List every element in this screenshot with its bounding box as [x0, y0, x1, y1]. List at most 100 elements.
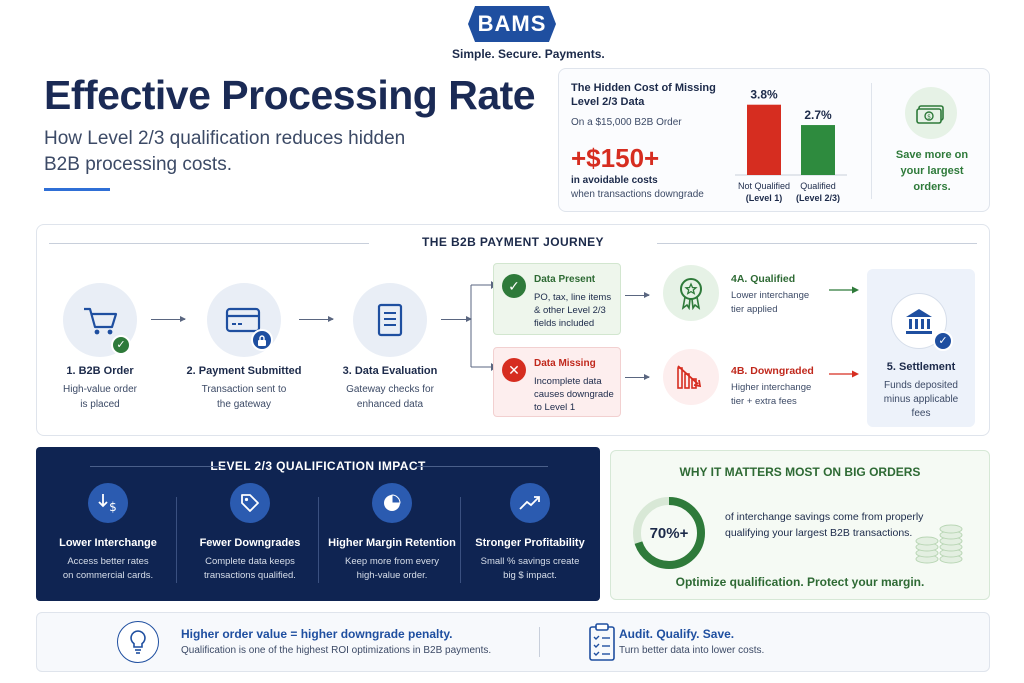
hidden-cost-title: The Hidden Cost of Missing Level 2/3 Dat… [571, 82, 716, 108]
big-orders-title: WHY IT MATTERS MOST ON BIG ORDERS [679, 465, 921, 479]
flow-arrow [441, 316, 472, 322]
card-divider [871, 83, 872, 199]
page-subtitle: How Level 2/3 qualification reduces hidd… [44, 128, 406, 175]
title-rule-right [657, 243, 977, 244]
impact-item: Higher Margin Retention Keep more from e… [322, 483, 462, 583]
title-rule-left [49, 243, 369, 244]
coins-icon [915, 524, 963, 564]
award-icon [663, 265, 719, 321]
save-more-text: Save more on your largest orders. [895, 149, 969, 193]
data-present-desc: & other Level 2/3 [534, 305, 606, 316]
bar-qualified [801, 125, 835, 175]
trend-icon [510, 483, 550, 523]
impact-item-desc: big $ impact. [503, 570, 557, 581]
title-underline [44, 188, 110, 191]
impact-item-desc: Small % savings create [480, 556, 580, 567]
bar-category-label: Not Qualified [738, 181, 790, 191]
impact-item-desc: on commercial cards. [62, 570, 154, 581]
branch-connector [470, 281, 497, 371]
x-icon: ✕ [502, 358, 526, 382]
settlement-title: 5. Settlement [886, 361, 956, 373]
downgraded-label: 4B. Downgraded [731, 365, 814, 377]
impact-item-desc: Complete data keeps [205, 556, 295, 567]
brand-tagline: Simple. Secure. Payments. [452, 47, 605, 61]
step-3-desc: enhanced data [356, 399, 424, 410]
big-orders-footer: Optimize qualification. Protect your mar… [675, 575, 925, 589]
step-1-desc: High-value order [63, 384, 137, 395]
qualification-impact-panel: LEVEL 2/3 QUALIFICATION IMPACT $ Lower I… [36, 447, 600, 601]
bar-category-label: (Level 1) [746, 193, 783, 203]
hidden-cost-card: The Hidden Cost of Missing Level 2/3 Dat… [558, 68, 990, 212]
step-1-title: 1. B2B Order [66, 365, 134, 377]
bar-category-label: Qualified [800, 181, 836, 191]
bar-not-qualified [747, 104, 781, 175]
downgraded-desc: Higher interchange [731, 382, 812, 393]
title-rule-left [90, 466, 222, 467]
step-1-desc: is placed [80, 399, 120, 410]
bar-category-label: (Level 2/3) [796, 193, 840, 203]
impact-divider [460, 497, 461, 583]
impact-item-title: Fewer Downgrades [199, 537, 301, 549]
money-icon: $ [905, 87, 957, 139]
step-2-title: 2. Payment Submitted [186, 365, 302, 377]
savings-ring: 70%+ [633, 497, 705, 569]
logo-badge: BAMS [468, 6, 556, 42]
settlement-desc: minus applicable [883, 394, 959, 405]
dollar-down-icon: $ [88, 483, 128, 523]
flow-arrow-red [829, 370, 859, 378]
impact-item: $ Lower Interchange Access better rates … [38, 483, 178, 583]
data-present-desc: fields included [534, 318, 595, 329]
settlement-desc: Funds deposited [884, 380, 958, 391]
pie-icon [372, 483, 412, 523]
qualified-desc: tier applied [731, 304, 778, 315]
journey-title: THE B2B PAYMENT JOURNEY [422, 235, 604, 249]
impact-title: LEVEL 2/3 QUALIFICATION IMPACT [210, 459, 426, 473]
data-present-box: ✓ Data Present PO, tax, line items & oth… [493, 263, 621, 335]
footer-left-desc: Qualification is one of the highest ROI … [181, 645, 492, 656]
data-missing-box: ✕ Data Missing Incomplete data causes do… [493, 347, 621, 417]
svg-text:$: $ [109, 500, 117, 514]
order-amount-label: On a $15,000 B2B Order [571, 117, 682, 128]
footer-divider [539, 627, 540, 657]
savings-percent: 70%+ [650, 525, 689, 542]
bar-value-label: 2.7% [804, 108, 832, 122]
svg-text:$: $ [927, 114, 931, 121]
step-2-desc: Transaction sent to [201, 384, 287, 395]
impact-item: Stronger Profitability Small % savings c… [460, 483, 600, 583]
downtrend-icon [663, 349, 719, 405]
data-present-label: Data Present [534, 274, 596, 285]
impact-item-title: Stronger Profitability [475, 537, 585, 549]
data-missing-desc: to Level 1 [534, 402, 576, 413]
page-title: Effective Processing Rate [44, 72, 536, 118]
avoidable-cost-value: +$150+ [571, 143, 660, 173]
step-3-title: 3. Data Evaluation [342, 365, 438, 377]
footer-right-title: Audit. Qualify. Save. [619, 627, 735, 641]
logo-text: BAMS [477, 11, 547, 36]
flow-arrow [299, 316, 334, 322]
check-badge-icon: ✓ [933, 331, 953, 351]
downgrade-desc: when transactions downgrade [571, 189, 704, 200]
qualified-desc: Lower interchange [731, 290, 810, 301]
brand-logo: BAMS Simple. Secure. Payments. [452, 6, 605, 61]
data-missing-label: Data Missing [534, 358, 596, 369]
impact-item-title: Higher Margin Retention [328, 537, 456, 549]
flow-arrow [625, 374, 650, 380]
flow-arrow-green [829, 286, 859, 294]
impact-item-desc: high-value order. [356, 570, 428, 581]
data-missing-desc: causes downgrade [534, 389, 614, 400]
lock-icon [251, 329, 273, 351]
footer-right-desc: Turn better data into lower costs. [619, 645, 765, 656]
settlement-desc: fees [911, 408, 931, 419]
qualified-label: 4A. Qualified [731, 273, 796, 285]
step-2-desc: the gateway [217, 399, 271, 410]
title-rule-right [416, 466, 548, 467]
downgraded-desc: tier + extra fees [731, 396, 797, 407]
impact-item-title: Lower Interchange [59, 537, 157, 549]
settlement-box: ✓ 5. Settlement Funds deposited minus ap… [867, 269, 975, 427]
document-icon [353, 283, 427, 357]
big-orders-desc: of interchange savings come from properl… [725, 511, 924, 539]
footer-left-title: Higher order value = higher downgrade pe… [181, 627, 453, 641]
clipboard-icon [589, 623, 615, 661]
payment-journey-panel: THE B2B PAYMENT JOURNEY ✓ 1. B2B Order H… [36, 224, 990, 436]
check-icon: ✓ [502, 274, 526, 298]
